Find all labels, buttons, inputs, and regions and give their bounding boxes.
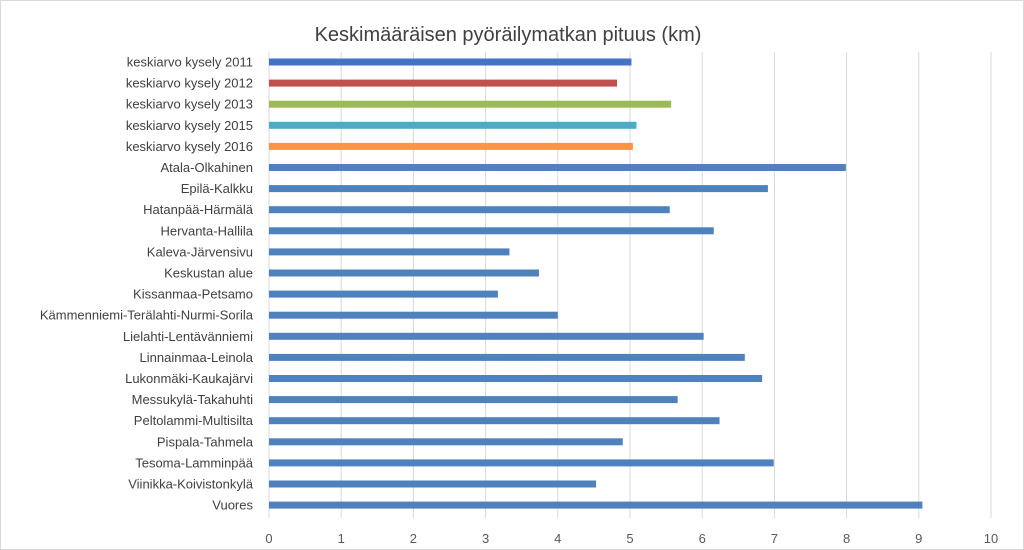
bar [269,375,763,382]
category-label: Lielahti-Lentävänniemi [123,329,253,344]
category-label: keskiarvo kysely 2013 [126,97,253,112]
bar [269,459,774,467]
bar [269,269,540,277]
bar [269,185,768,193]
x-tick-label: 9 [915,531,922,546]
category-label: Linnainmaa-Leinola [140,350,254,365]
x-tick-label: 6 [699,531,706,546]
x-tick-label: 4 [554,531,561,546]
x-tick-label: 3 [482,531,489,546]
bar [269,121,637,129]
category-label: keskiarvo kysely 2011 [127,55,253,70]
category-label: Kaleva-Järvensivu [147,244,253,259]
category-label: Pispala-Tahmela [157,434,254,449]
bar [269,206,670,214]
bar [269,353,745,361]
category-label: Viinikka-Koivistonkylä [128,477,254,492]
bar [269,396,678,404]
x-tick-label: 7 [771,531,778,546]
category-label: Hervanta-Hallila [161,223,254,238]
bar [269,438,623,446]
x-tick-label: 10 [984,531,998,546]
bar [269,501,923,509]
bar [269,79,618,87]
category-label: Kissanmaa-Petsamo [133,287,253,302]
x-tick-labels: 0 1 2 3 4 5 6 7 8 9 10 [265,531,998,546]
bar [269,417,720,425]
x-tick-label: 5 [626,531,633,546]
category-label: Atala-Olkahinen [161,160,254,175]
bar [269,248,510,256]
category-label: keskiarvo kysely 2016 [126,139,253,154]
x-tick-label: 1 [338,531,345,546]
category-label: Lukonmäki-Kaukajärvi [125,371,253,386]
category-label: keskiarvo kysely 2015 [126,118,253,133]
category-label: Tesoma-Lamminpää [135,455,254,470]
bar [269,164,846,171]
chart-title: Keskimääräisen pyöräilymatkan pituus (km… [315,24,702,46]
bar [269,227,714,235]
category-labels: keskiarvo kysely 2011 keskiarvo kysely 20… [40,55,254,513]
x-tick-label: 8 [843,531,850,546]
category-label: Epilä-Kalkku [181,181,253,196]
bar [269,100,672,108]
category-label: Keskustan alue [164,266,253,281]
bar [269,332,704,340]
bar [269,290,498,298]
x-tick-label: 2 [410,531,417,546]
category-label: Messukylä-Takahuhti [132,392,253,407]
bar [269,142,633,150]
category-label: Hatanpää-Härmälä [143,202,254,217]
category-label: Peltolammi-Multisilta [134,413,254,428]
bars [269,58,923,509]
x-tick-label: 0 [265,531,272,546]
category-label: Kämmenniemi-Terälahti-Nurmi-Sorila [40,308,254,323]
bar [269,311,558,319]
category-label: keskiarvo kysely 2012 [126,76,253,91]
bar [269,58,632,66]
bar [269,480,597,488]
category-label: Vuores [212,498,253,513]
